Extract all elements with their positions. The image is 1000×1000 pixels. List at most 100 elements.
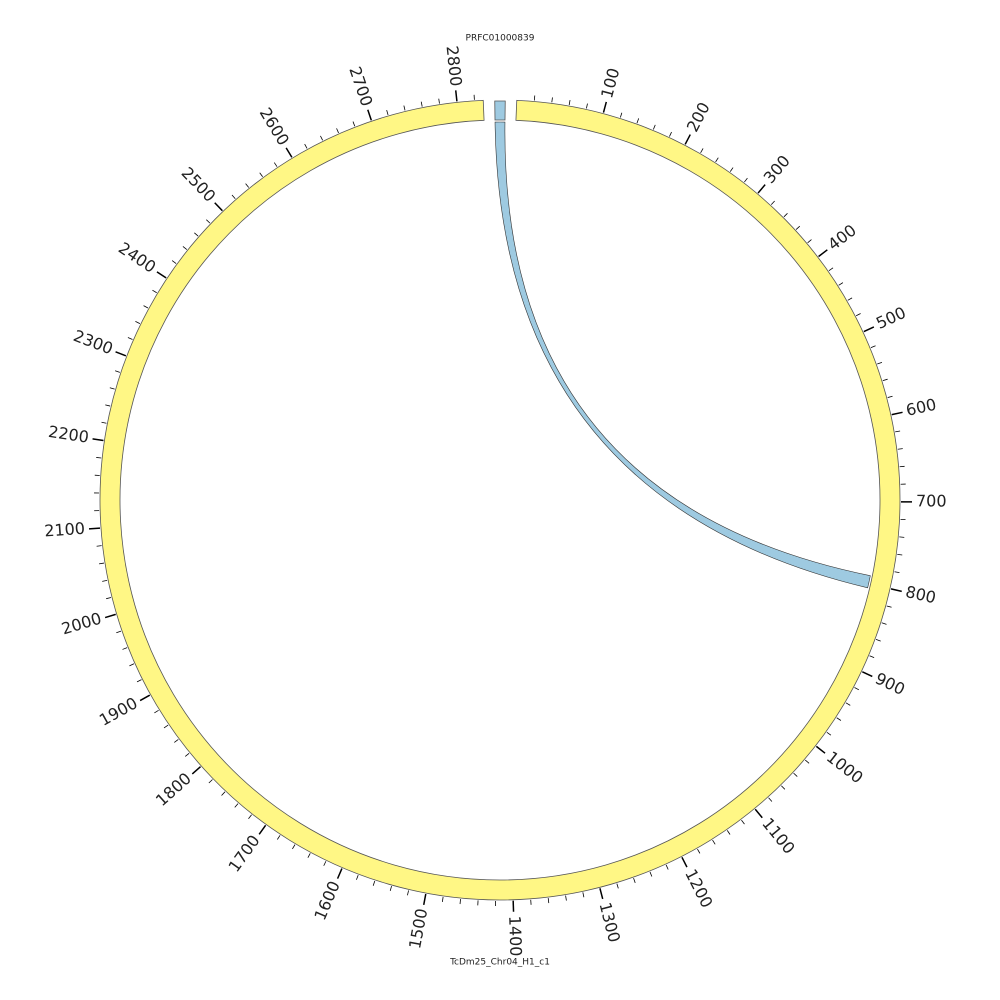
minor-tick [356, 874, 359, 880]
minor-tick [109, 387, 115, 390]
minor-tick [420, 101, 423, 107]
minor-tick [795, 225, 801, 230]
minor-tick [102, 579, 108, 582]
minor-tick [152, 289, 157, 294]
major-tick [862, 671, 873, 678]
minor-tick [154, 710, 159, 714]
tick-label: 200 [683, 99, 714, 135]
minor-tick [897, 553, 903, 556]
major-tick [863, 326, 875, 333]
tick-label: 2200 [47, 422, 90, 447]
major-tick [422, 893, 427, 906]
tick-label: 2700 [345, 64, 376, 109]
major-tick [757, 184, 766, 194]
minor-tick [712, 839, 716, 845]
minor-tick [836, 717, 842, 721]
major-tick [191, 766, 201, 775]
major-tick [336, 868, 343, 879]
tick-label: 500 [873, 303, 909, 333]
major-tick [454, 90, 458, 102]
minor-tick [768, 797, 773, 802]
segment-label: TcDm25_Chr04_H1_c1 [449, 958, 550, 968]
minor-tick [441, 896, 444, 902]
minor-tick [389, 885, 392, 891]
major-tick [115, 351, 127, 357]
minor-tick [652, 124, 656, 130]
minor-tick [136, 679, 142, 683]
minor-tick [106, 597, 112, 600]
minor-tick [633, 877, 636, 883]
minor-tick [807, 239, 812, 244]
minor-tick [304, 143, 308, 149]
major-tick [92, 438, 104, 442]
minor-tick [116, 630, 122, 634]
minor-tick [619, 112, 623, 118]
minor-tick [221, 791, 226, 796]
minor-tick [438, 98, 440, 104]
minor-tick [171, 260, 177, 264]
minor-tick [877, 361, 883, 365]
tick-label: 1500 [405, 907, 431, 951]
major-tick [367, 109, 373, 121]
minor-tick [259, 172, 263, 178]
minor-tick [234, 803, 239, 808]
minor-tick [855, 313, 861, 317]
minor-tick [828, 267, 834, 271]
major-tick [156, 271, 167, 279]
tick-label: 1600 [310, 878, 344, 923]
major-tick [890, 588, 902, 593]
major-tick [104, 613, 116, 619]
minor-tick [582, 892, 585, 898]
tick-label: 2100 [44, 519, 86, 541]
minor-tick [273, 162, 278, 167]
minor-tick [697, 848, 701, 854]
minor-tick [184, 752, 190, 757]
tick-label: 400 [824, 220, 860, 254]
major-tick [681, 857, 688, 868]
tick-label: 1700 [225, 831, 264, 875]
tick-label: 1300 [595, 900, 624, 944]
major-tick [818, 249, 828, 258]
tick-label: 1800 [152, 769, 195, 810]
tick-label: 1900 [96, 693, 141, 729]
minor-tick [793, 772, 798, 777]
minor-tick [741, 819, 745, 825]
minor-tick [568, 100, 571, 106]
minor-tick [649, 871, 653, 877]
minor-tick [307, 853, 311, 858]
minor-tick [386, 110, 389, 116]
minor-tick [700, 148, 704, 153]
minor-tick [208, 779, 213, 784]
minor-tick [551, 97, 553, 103]
minor-tick [96, 457, 102, 459]
minor-tick [163, 724, 169, 729]
tick-label: 2000 [59, 609, 103, 639]
minor-tick [847, 297, 853, 301]
major-tick [891, 411, 903, 416]
minor-tick [98, 562, 105, 565]
minor-tick [105, 404, 111, 407]
minor-tick [248, 814, 252, 819]
minor-tick [174, 739, 179, 743]
minor-tick [770, 200, 775, 205]
minor-tick [744, 177, 748, 183]
tick-label: 700 [916, 491, 947, 510]
minor-tick [96, 545, 102, 547]
minor-tick [881, 622, 887, 625]
minor-tick [372, 880, 376, 886]
minor-tick [231, 194, 236, 200]
minor-tick [292, 844, 296, 850]
minor-tick [869, 655, 875, 659]
minor-tick [143, 305, 149, 309]
major-tick [602, 101, 608, 113]
minor-tick [135, 321, 141, 324]
minor-tick [586, 103, 588, 109]
minor-tick [206, 219, 211, 224]
minor-tick [194, 232, 199, 237]
minor-tick [323, 861, 327, 866]
minor-tick [781, 785, 786, 790]
minor-tick [783, 213, 788, 218]
minor-tick [854, 687, 860, 691]
minor-tick [565, 895, 567, 901]
